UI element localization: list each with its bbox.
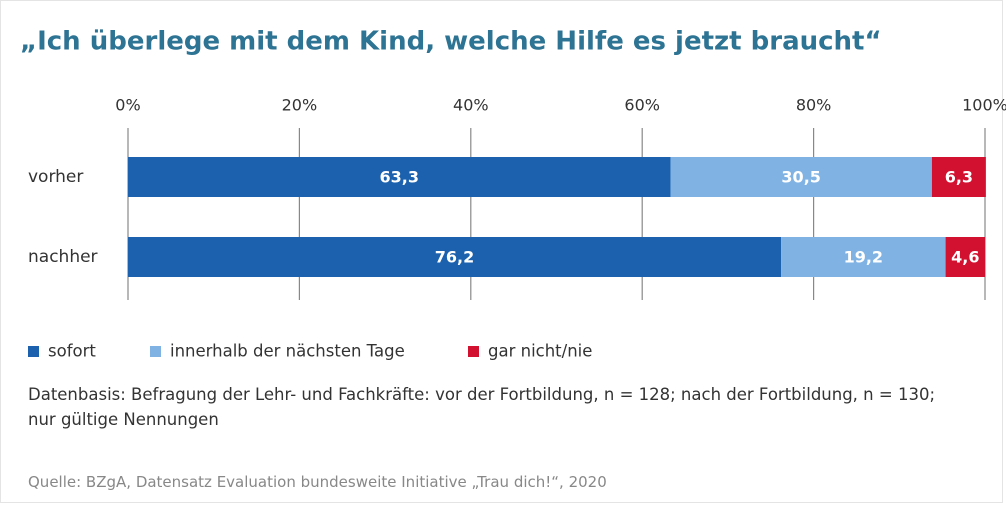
- data-label: 30,5: [781, 168, 820, 187]
- legend-swatch: [28, 346, 39, 357]
- x-tick-label: 0%: [115, 96, 140, 115]
- data-label: 76,2: [435, 248, 474, 267]
- bar-segment: [128, 237, 782, 277]
- bar-segment: [931, 157, 986, 197]
- x-tick-label: 40%: [453, 96, 489, 115]
- data-label: 4,6: [951, 248, 979, 267]
- legend-swatch: [150, 346, 161, 357]
- legend-swatch: [468, 346, 479, 357]
- x-tick-label: 60%: [624, 96, 660, 115]
- x-tick-label: 80%: [796, 96, 832, 115]
- bar-segment: [128, 157, 671, 197]
- data-label: 63,3: [379, 168, 418, 187]
- bar-segment: [781, 237, 946, 277]
- y-tick-label: vorher: [28, 167, 83, 187]
- legend-label: sofort: [48, 342, 96, 361]
- legend-label: innerhalb der nächsten Tage: [170, 342, 405, 361]
- bar-segment: [670, 157, 932, 197]
- x-tick-label: 100%: [962, 96, 1006, 115]
- data-label: 6,3: [945, 168, 973, 187]
- bar-segment: [945, 237, 985, 277]
- data-label: 19,2: [844, 248, 883, 267]
- source: Quelle: BZgA, Datensatz Evaluation bunde…: [28, 473, 607, 491]
- x-tick-label: 20%: [282, 96, 318, 115]
- chart-title: „Ich überlege mit dem Kind, welche Hilfe…: [20, 27, 882, 57]
- note: Datenbasis: Befragung der Lehr- und Fach…: [28, 385, 936, 429]
- legend-label: gar nicht/nie: [488, 342, 592, 361]
- y-tick-label: nachher: [28, 247, 98, 267]
